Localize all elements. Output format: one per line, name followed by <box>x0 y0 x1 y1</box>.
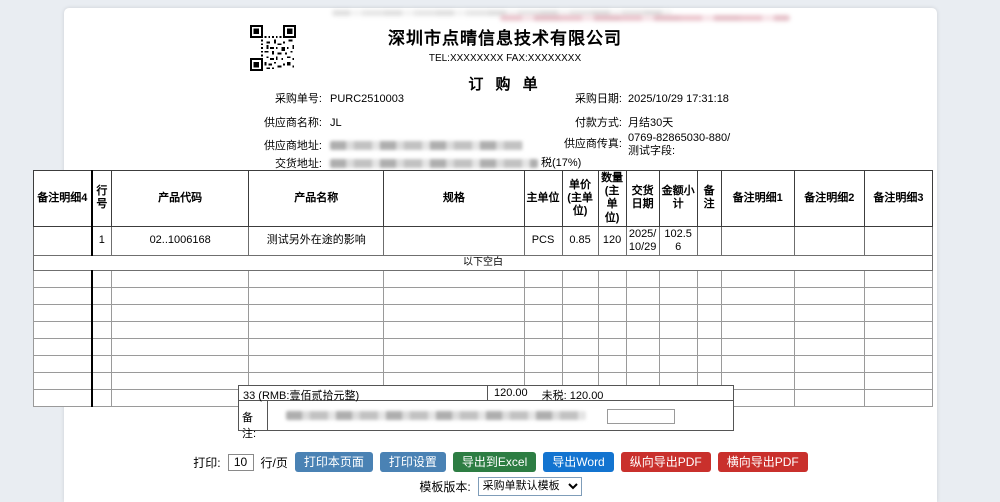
template-version-label: 模板版本: <box>419 479 471 494</box>
column-header: 备注 <box>696 170 722 227</box>
po-date-value: 2025/10/29 17:31:18 <box>628 93 729 105</box>
column-header: 规格 <box>383 170 525 227</box>
page-title: 订 购 单 <box>468 76 542 93</box>
redacted-header-line-red <box>500 15 790 21</box>
column-header: 备注明细4 <box>32 170 93 227</box>
export-pdf-portrait-button[interactable]: 纵向导出PDF <box>620 452 711 472</box>
total-amount: 120.00 <box>494 387 528 399</box>
cell-delivery-date: 2025/10/29 <box>625 225 660 257</box>
supplier-name-value: JL <box>330 117 342 129</box>
column-header: 数量(主单位) <box>597 170 627 227</box>
po-number-label: 采购单号: <box>274 93 322 105</box>
column-header: 产品代码 <box>111 170 250 227</box>
supplier-fax-value: 0769-82865030-880/测试字段: <box>628 132 731 157</box>
supplier-fax-label: 供应商传真: <box>563 138 622 150</box>
rows-per-page-input[interactable] <box>227 453 254 471</box>
redacted-delivery-address <box>330 159 538 168</box>
column-header: 备注明细1 <box>720 170 795 227</box>
column-header: 交货日期 <box>625 170 660 227</box>
untaxed-label: 未税: <box>541 390 567 402</box>
payment-terms-label: 付款方式: <box>574 117 622 129</box>
column-header: 备注明细3 <box>863 170 934 227</box>
column-header: 备注明细2 <box>793 170 865 227</box>
cell-remark1 <box>720 225 795 257</box>
amount-in-words: 33 (RMB:壹佰贰拾元整) <box>239 386 488 402</box>
supplier-name-label: 供应商名称: <box>263 117 322 129</box>
remark-stamp-box <box>607 409 675 424</box>
redacted-remark <box>286 411 586 420</box>
template-select[interactable]: 采购单默认模板 <box>477 476 582 496</box>
table-header-row: 备注明细4 行号 产品代码 产品名称 规格 主单位 单价(主单位) 数量(主单位… <box>32 170 934 227</box>
cell-product-code: 02..1006168 <box>111 225 250 257</box>
print-label: 打印: <box>193 455 221 470</box>
empty-table-row <box>32 270 934 289</box>
column-header: 单价(主单位) <box>561 170 599 227</box>
payment-terms-value: 月结30天 <box>628 117 674 129</box>
untaxed-amount: 120.00 <box>569 390 604 402</box>
order-table: 备注明细4 行号 产品代码 产品名称 规格 主单位 单价(主单位) 数量(主单位… <box>32 170 934 408</box>
blank-note: 以下空白 <box>33 255 933 272</box>
table-row: 1 02..1006168 测试另外在途的影响 PCS 0.85 120 202… <box>32 225 934 257</box>
empty-table-row <box>32 321 934 340</box>
rows-unit-label: 行/页 <box>260 455 288 470</box>
cell-product-name: 测试另外在途的影响 <box>248 225 385 257</box>
empty-table-row <box>32 338 934 357</box>
empty-table-row <box>32 304 934 323</box>
cell-unit-price: 0.85 <box>561 225 599 257</box>
column-header: 主单位 <box>523 170 563 227</box>
column-header: 行号 <box>90 170 113 227</box>
po-number-value: PURC2510003 <box>330 93 404 105</box>
cell-line-no: 1 <box>90 225 113 257</box>
empty-table-row <box>32 287 934 306</box>
cell-remark <box>696 225 722 257</box>
tax-note: 税(17%) <box>541 157 582 169</box>
column-header: 金额小计 <box>658 170 698 227</box>
delivery-address-label: 交货地址: <box>274 158 322 170</box>
supplier-address-label: 供应商地址: <box>263 140 322 152</box>
cell-remark3 <box>863 225 934 257</box>
cell-quantity: 120 <box>597 225 627 257</box>
cell-remark2 <box>793 225 865 257</box>
export-word-button[interactable]: 导出Word <box>543 452 614 472</box>
cell-remark4 <box>32 225 93 257</box>
remark-label: 备注: <box>239 401 268 440</box>
export-excel-button[interactable]: 导出到Excel <box>452 452 537 472</box>
qr-code <box>250 25 296 71</box>
company-contact: TEL:XXXXXXXX FAX:XXXXXXXX <box>428 53 582 64</box>
redacted-supplier-address <box>330 141 523 150</box>
cell-spec <box>383 225 525 257</box>
print-page-button[interactable]: 打印本页面 <box>294 452 373 472</box>
print-settings-button[interactable]: 打印设置 <box>379 452 446 472</box>
cell-unit: PCS <box>523 225 563 257</box>
cell-amount: 102.56 <box>658 225 698 257</box>
redacted-header-line <box>332 10 672 16</box>
company-name: 深圳市点晴信息技术有限公司 <box>388 29 622 48</box>
empty-table-row <box>32 355 934 374</box>
blank-note-row: 以下空白 <box>33 255 933 272</box>
summary-box: 33 (RMB:壹佰贰拾元整) 120.00 未税: 120.00 备注: <box>238 385 734 440</box>
column-header: 产品名称 <box>248 170 385 227</box>
export-pdf-landscape-button[interactable]: 横向导出PDF <box>717 452 808 472</box>
po-date-label: 采购日期: <box>574 93 622 105</box>
